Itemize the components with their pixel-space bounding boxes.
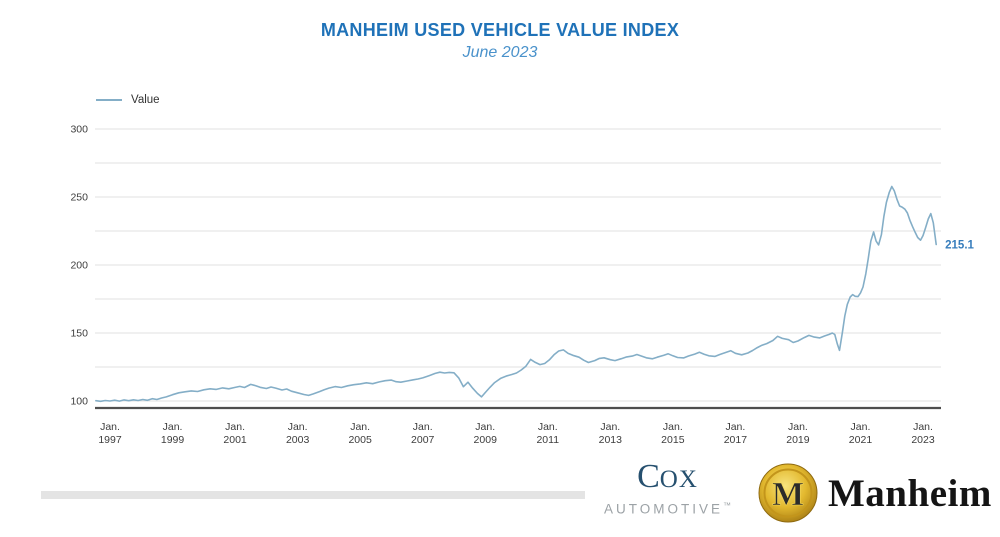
legend-label: Value (131, 94, 160, 106)
manheim-wordmark: Manheim (828, 471, 992, 515)
y-tick-label-300: 300 (70, 124, 88, 136)
x-tick-label-1999: Jan. 1999 (161, 421, 185, 446)
cox-automotive-text: AUTOMOTIVE™ (585, 498, 750, 517)
cox-automotive-logo: COX AUTOMOTIVE™ (585, 460, 750, 517)
chart-subtitle: June 2023 (462, 44, 538, 61)
y-tick-label-250: 250 (70, 192, 88, 204)
x-tick-label-2013: Jan. 2013 (599, 421, 623, 446)
y-tick-label-150: 150 (70, 328, 88, 340)
automotive-label: AUTOMOTIVE (603, 501, 723, 517)
cox-letter-c: C (637, 458, 660, 495)
x-tick-label-2003: Jan. 2003 (286, 421, 310, 446)
x-tick-label-2011: Jan. 2011 (536, 421, 559, 446)
legend-line-swatch (96, 99, 122, 101)
chart-legend: Value (96, 94, 160, 106)
x-tick-label-2017: Jan. 2017 (724, 421, 748, 446)
x-tick-label-1997: Jan. 1997 (98, 421, 122, 446)
footer-divider-bar (41, 491, 585, 499)
footer-logos: COX AUTOMOTIVE™ M Manheim (585, 460, 995, 530)
x-tick-label-2023: Jan. 2023 (911, 421, 935, 446)
x-tick-label-2005: Jan. 2005 (348, 421, 372, 446)
x-tick-label-2001: Jan. 2001 (223, 421, 247, 446)
trademark-symbol: ™ (723, 501, 731, 510)
value-series-line (95, 185, 938, 403)
x-tick-label-2007: Jan. 2007 (411, 421, 435, 446)
manheim-logo: M Manheim (758, 463, 992, 523)
cox-letters-ox: OX (659, 466, 698, 493)
x-tick-label-2009: Jan. 2009 (474, 421, 498, 446)
x-tick-label-2021: Jan. 2021 (849, 421, 873, 446)
cox-wordmark: COX (585, 460, 750, 497)
y-tick-label-200: 200 (70, 260, 88, 272)
chart-title: MANHEIM USED VEHICLE VALUE INDEX (320, 20, 680, 40)
latest-value-label: 215.1 (945, 239, 974, 251)
x-tick-label-2019: Jan. 2019 (786, 421, 810, 446)
y-tick-label-100: 100 (70, 396, 88, 408)
x-tick-label-2015: Jan. 2015 (661, 421, 685, 446)
manheim-monogram: M (772, 476, 804, 513)
manheim-coin-icon: M (758, 463, 818, 523)
